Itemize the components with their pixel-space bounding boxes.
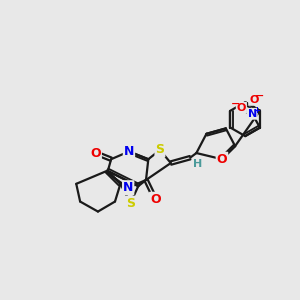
Text: O: O (150, 193, 160, 206)
Text: H: H (193, 159, 202, 169)
Text: O: O (249, 95, 259, 105)
Text: −: − (254, 91, 264, 101)
Text: −: − (231, 99, 241, 109)
Text: N: N (124, 145, 134, 158)
Text: O: O (237, 103, 246, 112)
Text: +: + (254, 106, 260, 115)
Text: O: O (217, 153, 227, 166)
Text: S: S (155, 143, 164, 157)
Text: N: N (123, 181, 134, 194)
Text: N: N (248, 109, 257, 119)
Text: S: S (126, 196, 135, 210)
Text: O: O (90, 146, 101, 160)
